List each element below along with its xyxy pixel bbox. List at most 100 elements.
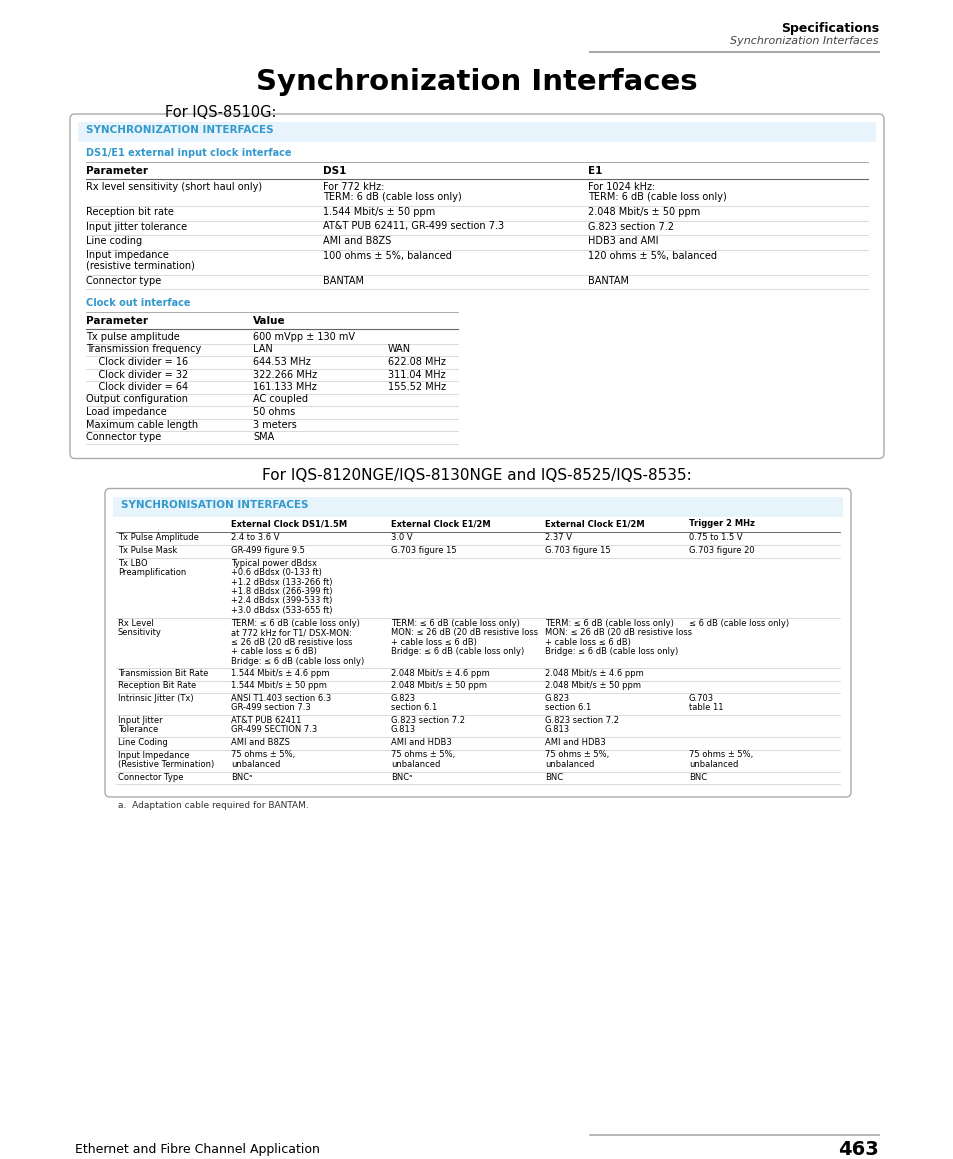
Text: unbalanced: unbalanced bbox=[231, 760, 280, 770]
Text: DS1/E1 external input clock interface: DS1/E1 external input clock interface bbox=[86, 148, 292, 158]
Text: Rx level sensitivity (short haul only): Rx level sensitivity (short haul only) bbox=[86, 182, 262, 192]
Text: 75 ohms ± 5%,: 75 ohms ± 5%, bbox=[391, 751, 455, 759]
Text: 463: 463 bbox=[838, 1140, 878, 1159]
Text: Parameter: Parameter bbox=[86, 316, 148, 326]
Text: 75 ohms ± 5%,: 75 ohms ± 5%, bbox=[688, 751, 753, 759]
Text: Line Coding: Line Coding bbox=[118, 738, 168, 748]
Text: G.823 section 7.2: G.823 section 7.2 bbox=[391, 716, 464, 726]
Text: +0.6 dBdsx (0-133 ft): +0.6 dBdsx (0-133 ft) bbox=[231, 568, 321, 577]
Text: G.823 section 7.2: G.823 section 7.2 bbox=[544, 716, 618, 726]
Text: AMI and HDB3: AMI and HDB3 bbox=[391, 738, 452, 748]
Text: AMI and B8ZS: AMI and B8ZS bbox=[231, 738, 290, 748]
Text: BANTAM: BANTAM bbox=[587, 276, 628, 285]
Text: SYNCHRONIZATION INTERFACES: SYNCHRONIZATION INTERFACES bbox=[86, 125, 274, 134]
Text: section 6.1: section 6.1 bbox=[544, 704, 591, 713]
Text: Input impedance: Input impedance bbox=[86, 250, 169, 261]
Text: unbalanced: unbalanced bbox=[391, 760, 440, 770]
Text: (Resistive Termination): (Resistive Termination) bbox=[118, 760, 214, 770]
Text: For 772 kHz:: For 772 kHz: bbox=[323, 182, 384, 192]
Text: LAN: LAN bbox=[253, 344, 273, 355]
Text: HDB3 and AMI: HDB3 and AMI bbox=[587, 236, 658, 246]
Text: TERM: 6 dB (cable loss only): TERM: 6 dB (cable loss only) bbox=[323, 192, 461, 203]
Text: TERM: 6 dB (cable loss only): TERM: 6 dB (cable loss only) bbox=[587, 192, 726, 203]
Text: WAN: WAN bbox=[388, 344, 411, 355]
Text: GR-499 SECTION 7.3: GR-499 SECTION 7.3 bbox=[231, 726, 317, 735]
Text: at 772 kHz for T1/ DSX-MON:: at 772 kHz for T1/ DSX-MON: bbox=[231, 628, 352, 637]
Text: 622.08 MHz: 622.08 MHz bbox=[388, 357, 445, 367]
Text: Connector type: Connector type bbox=[86, 432, 161, 442]
Text: 644.53 MHz: 644.53 MHz bbox=[253, 357, 311, 367]
Text: 3 meters: 3 meters bbox=[253, 420, 296, 430]
Text: section 6.1: section 6.1 bbox=[391, 704, 436, 713]
Text: Value: Value bbox=[253, 316, 285, 326]
Text: ANSI T1.403 section 6.3: ANSI T1.403 section 6.3 bbox=[231, 694, 331, 704]
Text: 311.04 MHz: 311.04 MHz bbox=[388, 370, 445, 379]
Text: DS1: DS1 bbox=[323, 166, 346, 176]
Text: Input jitter tolerance: Input jitter tolerance bbox=[86, 221, 187, 232]
Text: 75 ohms ± 5%,: 75 ohms ± 5%, bbox=[231, 751, 294, 759]
Text: Preamplification: Preamplification bbox=[118, 568, 186, 577]
Text: Tx pulse amplitude: Tx pulse amplitude bbox=[86, 331, 179, 342]
Text: AMI and B8ZS: AMI and B8ZS bbox=[323, 236, 391, 246]
Text: G.703 figure 20: G.703 figure 20 bbox=[688, 546, 754, 555]
Text: 0.75 to 1.5 V: 0.75 to 1.5 V bbox=[688, 533, 741, 542]
Text: TERM: ≤ 6 dB (cable loss only): TERM: ≤ 6 dB (cable loss only) bbox=[231, 619, 359, 627]
Text: MON: ≤ 26 dB (20 dB resistive loss: MON: ≤ 26 dB (20 dB resistive loss bbox=[544, 628, 691, 637]
Text: 3.0 V: 3.0 V bbox=[391, 533, 413, 542]
Text: Reception Bit Rate: Reception Bit Rate bbox=[118, 681, 196, 691]
Text: For 1024 kHz:: For 1024 kHz: bbox=[587, 182, 655, 192]
Text: 322.266 MHz: 322.266 MHz bbox=[253, 370, 316, 379]
Text: BNCᵃ: BNCᵃ bbox=[231, 773, 253, 781]
Text: Synchronization Interfaces: Synchronization Interfaces bbox=[256, 68, 697, 96]
Text: + cable loss ≤ 6 dB): + cable loss ≤ 6 dB) bbox=[231, 647, 316, 656]
Text: Transmission Bit Rate: Transmission Bit Rate bbox=[118, 669, 208, 678]
Text: Output configuration: Output configuration bbox=[86, 394, 188, 404]
Text: Parameter: Parameter bbox=[86, 166, 148, 176]
Text: 155.52 MHz: 155.52 MHz bbox=[388, 382, 446, 392]
Text: 2.37 V: 2.37 V bbox=[544, 533, 572, 542]
Text: G.823 section 7.2: G.823 section 7.2 bbox=[587, 221, 673, 232]
Text: AC coupled: AC coupled bbox=[253, 394, 308, 404]
Text: G.823: G.823 bbox=[544, 694, 570, 704]
Text: BNCᵃ: BNCᵃ bbox=[391, 773, 412, 781]
Text: For IQS-8120NGE/IQS-8130NGE and IQS-8525/IQS-8535:: For IQS-8120NGE/IQS-8130NGE and IQS-8525… bbox=[262, 468, 691, 483]
Text: 2.4 to 3.6 V: 2.4 to 3.6 V bbox=[231, 533, 279, 542]
Text: Trigger 2 MHz: Trigger 2 MHz bbox=[688, 519, 754, 529]
Text: Tolerance: Tolerance bbox=[118, 726, 158, 735]
Text: +1.8 dBdsx (266-399 ft): +1.8 dBdsx (266-399 ft) bbox=[231, 586, 333, 596]
Text: For IQS-8510G:: For IQS-8510G: bbox=[165, 105, 276, 121]
Text: 2.048 Mbit/s ± 50 ppm: 2.048 Mbit/s ± 50 ppm bbox=[391, 681, 486, 691]
Text: GR-499 section 7.3: GR-499 section 7.3 bbox=[231, 704, 311, 713]
Text: Typical power dBdsx: Typical power dBdsx bbox=[231, 559, 316, 568]
Text: Maximum cable length: Maximum cable length bbox=[86, 420, 198, 430]
Text: 2.048 Mbit/s ± 4.6 ppm: 2.048 Mbit/s ± 4.6 ppm bbox=[391, 669, 489, 678]
Text: 161.133 MHz: 161.133 MHz bbox=[253, 382, 316, 392]
Text: 600 mVpp ± 130 mV: 600 mVpp ± 130 mV bbox=[253, 331, 355, 342]
Bar bbox=[78, 122, 875, 143]
Text: G.703: G.703 bbox=[688, 694, 714, 704]
Text: External Clock E1/2M: External Clock E1/2M bbox=[544, 519, 644, 529]
Text: Clock out interface: Clock out interface bbox=[86, 298, 191, 308]
Text: (resistive termination): (resistive termination) bbox=[86, 261, 194, 271]
Text: MON: ≤ 26 dB (20 dB resistive loss: MON: ≤ 26 dB (20 dB resistive loss bbox=[391, 628, 537, 637]
Text: BANTAM: BANTAM bbox=[323, 276, 364, 285]
Text: TERM: ≤ 6 dB (cable loss only): TERM: ≤ 6 dB (cable loss only) bbox=[544, 619, 673, 627]
Text: +1.2 dBdsx (133-266 ft): +1.2 dBdsx (133-266 ft) bbox=[231, 577, 333, 586]
Text: G.823: G.823 bbox=[391, 694, 416, 704]
Text: E1: E1 bbox=[587, 166, 601, 176]
Text: Bridge: ≤ 6 dB (cable loss only): Bridge: ≤ 6 dB (cable loss only) bbox=[391, 647, 524, 656]
Text: + cable loss ≤ 6 dB): + cable loss ≤ 6 dB) bbox=[544, 637, 630, 647]
Text: unbalanced: unbalanced bbox=[544, 760, 594, 770]
Text: AMI and HDB3: AMI and HDB3 bbox=[544, 738, 605, 748]
Text: ≤ 6 dB (cable loss only): ≤ 6 dB (cable loss only) bbox=[688, 619, 788, 627]
Text: Transmission frequency: Transmission frequency bbox=[86, 344, 201, 355]
Text: 120 ohms ± 5%, balanced: 120 ohms ± 5%, balanced bbox=[587, 250, 717, 261]
Text: SMA: SMA bbox=[253, 432, 274, 442]
Text: + cable loss ≤ 6 dB): + cable loss ≤ 6 dB) bbox=[391, 637, 476, 647]
Text: Rx Level: Rx Level bbox=[118, 619, 153, 627]
Text: AT&T PUB 62411, GR-499 section 7.3: AT&T PUB 62411, GR-499 section 7.3 bbox=[323, 221, 503, 232]
Text: Clock divider = 64: Clock divider = 64 bbox=[86, 382, 188, 392]
Text: Intrinsic Jitter (Tx): Intrinsic Jitter (Tx) bbox=[118, 694, 193, 704]
Text: Tx Pulse Mask: Tx Pulse Mask bbox=[118, 546, 177, 555]
Text: GR-499 figure 9.5: GR-499 figure 9.5 bbox=[231, 546, 305, 555]
